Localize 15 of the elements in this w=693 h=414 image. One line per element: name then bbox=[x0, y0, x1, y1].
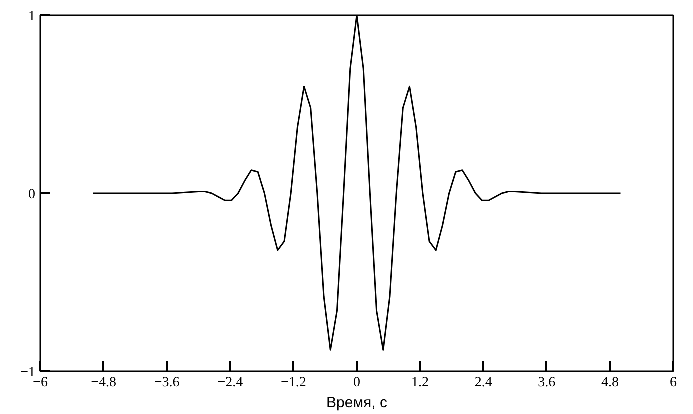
x-tick-label: 4.8 bbox=[601, 376, 619, 390]
x-tick-label: 2.4 bbox=[474, 376, 492, 390]
x-tick-label: 0 bbox=[354, 376, 360, 390]
x-tick-label: −1.2 bbox=[281, 376, 306, 390]
x-tick-label: 6 bbox=[670, 376, 677, 390]
x-tick-label: 1.2 bbox=[412, 376, 430, 390]
x-tick-label: −6 bbox=[33, 376, 48, 390]
y-tick-label: −1 bbox=[20, 366, 36, 380]
x-axis-title: Время, с bbox=[326, 394, 388, 412]
x-tick-label: −2.4 bbox=[218, 376, 244, 390]
y-tick-label: 0 bbox=[28, 188, 36, 202]
x-tick-label: 3.6 bbox=[538, 376, 556, 390]
x-tick-label: −4.8 bbox=[91, 376, 117, 390]
x-tick-label: −3.6 bbox=[154, 376, 180, 390]
y-tick-label: 1 bbox=[28, 10, 36, 24]
